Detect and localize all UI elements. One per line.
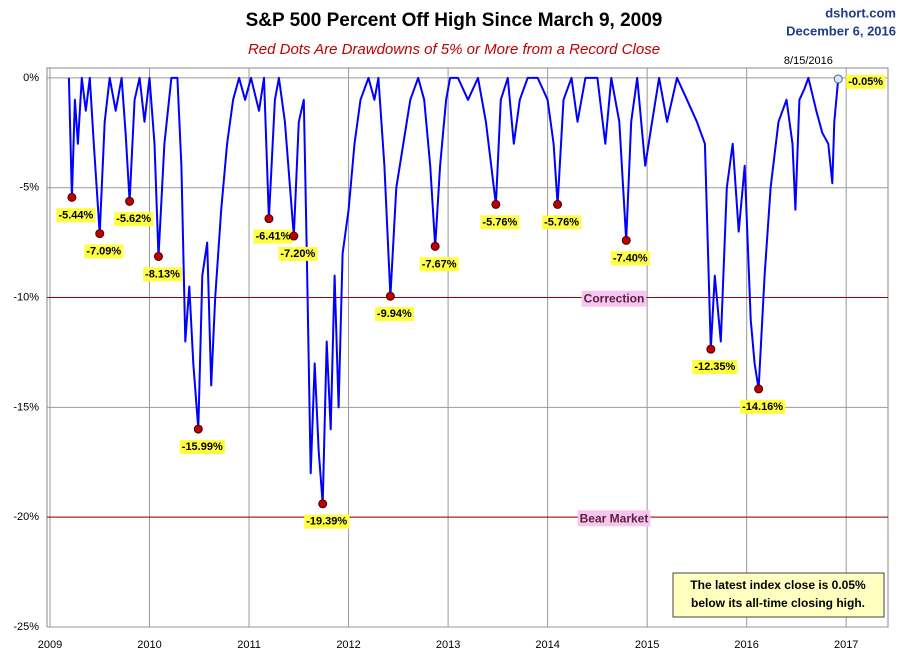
label-background — [581, 290, 647, 307]
data-label: -7.67% — [422, 258, 457, 270]
label-background — [253, 229, 293, 244]
drawdown-dot — [289, 231, 299, 241]
data-label: -7.20% — [280, 248, 315, 260]
label-background — [542, 215, 582, 230]
y-tick-label: -15% — [13, 401, 39, 413]
data-label: -7.40% — [613, 252, 648, 264]
label-background — [56, 208, 96, 223]
drawdown-dot — [621, 235, 631, 245]
x-tick-label: 2010 — [137, 639, 161, 651]
y-tick-label: 0% — [23, 72, 39, 84]
drawdown-dot — [706, 344, 716, 354]
drawdown-dot — [491, 199, 501, 209]
chart-subtitle: Red Dots Are Drawdowns of 5% or More fro… — [248, 41, 660, 58]
data-label: -9.94% — [377, 308, 412, 320]
label-background — [84, 244, 124, 259]
data-label: -0.05% — [848, 76, 883, 88]
label-background — [179, 440, 225, 455]
x-tick-label: 2014 — [535, 639, 559, 651]
y-tick-label: -10% — [13, 291, 39, 303]
high-date-label: 8/15/2016 — [784, 55, 833, 67]
data-label: -5.76% — [544, 216, 579, 228]
drawdown-dot — [754, 384, 764, 394]
x-tick-label: 2012 — [336, 639, 360, 651]
y-tick-label: -20% — [13, 511, 39, 523]
reference-label: Correction — [584, 292, 645, 306]
data-label: -12.35% — [694, 361, 735, 373]
label-background — [610, 251, 650, 266]
reference-label: Bear Market — [580, 511, 649, 525]
data-line — [67, 76, 840, 505]
data-label: -15.99% — [182, 441, 223, 453]
label-background — [846, 74, 886, 89]
label-background — [692, 360, 738, 375]
x-tick-label: 2015 — [635, 639, 659, 651]
drawdown-dot — [553, 199, 563, 209]
data-label: -14.16% — [742, 401, 783, 413]
y-tick-label: -25% — [13, 621, 39, 633]
drawdown-dot — [430, 241, 440, 251]
data-label: -5.44% — [58, 209, 93, 221]
drawdown-dot — [95, 229, 105, 239]
data-label: -6.41% — [256, 231, 291, 243]
x-tick-label: 2017 — [834, 639, 858, 651]
latest-dot — [833, 74, 843, 84]
annotation-text: below its all-time closing high. — [691, 596, 865, 610]
drawdown-dot — [264, 214, 274, 224]
label-background — [374, 307, 415, 322]
plot-area — [46, 67, 889, 628]
data-label: -7.09% — [86, 246, 121, 258]
data-label: -8.13% — [145, 268, 180, 280]
data-label: -19.39% — [306, 516, 347, 528]
drawdown-dot — [318, 499, 328, 509]
annotation-text: The latest index close is 0.05% — [690, 578, 866, 592]
drawdown-dot — [67, 192, 77, 202]
label-background — [740, 399, 786, 414]
x-tick-label: 2013 — [436, 639, 460, 651]
drawdown-dot — [125, 196, 135, 206]
data-label: -5.76% — [482, 216, 517, 228]
drawdown-dot — [193, 424, 203, 434]
x-tick-label: 2011 — [237, 639, 261, 651]
data-label: -5.62% — [116, 213, 151, 225]
drawdown-dot — [153, 251, 163, 261]
label-background — [480, 215, 520, 230]
label-background — [577, 510, 651, 527]
source: dshort.com — [825, 5, 896, 20]
annotation-box — [672, 572, 885, 618]
label-background — [114, 212, 154, 227]
label-background — [278, 246, 318, 261]
chart-title: S&P 500 Percent Off High Since March 9, … — [246, 10, 663, 31]
drawdown-dot — [385, 291, 395, 301]
y-tick-label: -5% — [19, 182, 39, 194]
label-background — [304, 514, 350, 529]
label-background — [143, 267, 183, 282]
date: December 6, 2016 — [786, 23, 896, 38]
label-background — [419, 257, 459, 272]
x-tick-label: 2016 — [734, 639, 758, 651]
x-tick-label: 2009 — [38, 639, 62, 651]
